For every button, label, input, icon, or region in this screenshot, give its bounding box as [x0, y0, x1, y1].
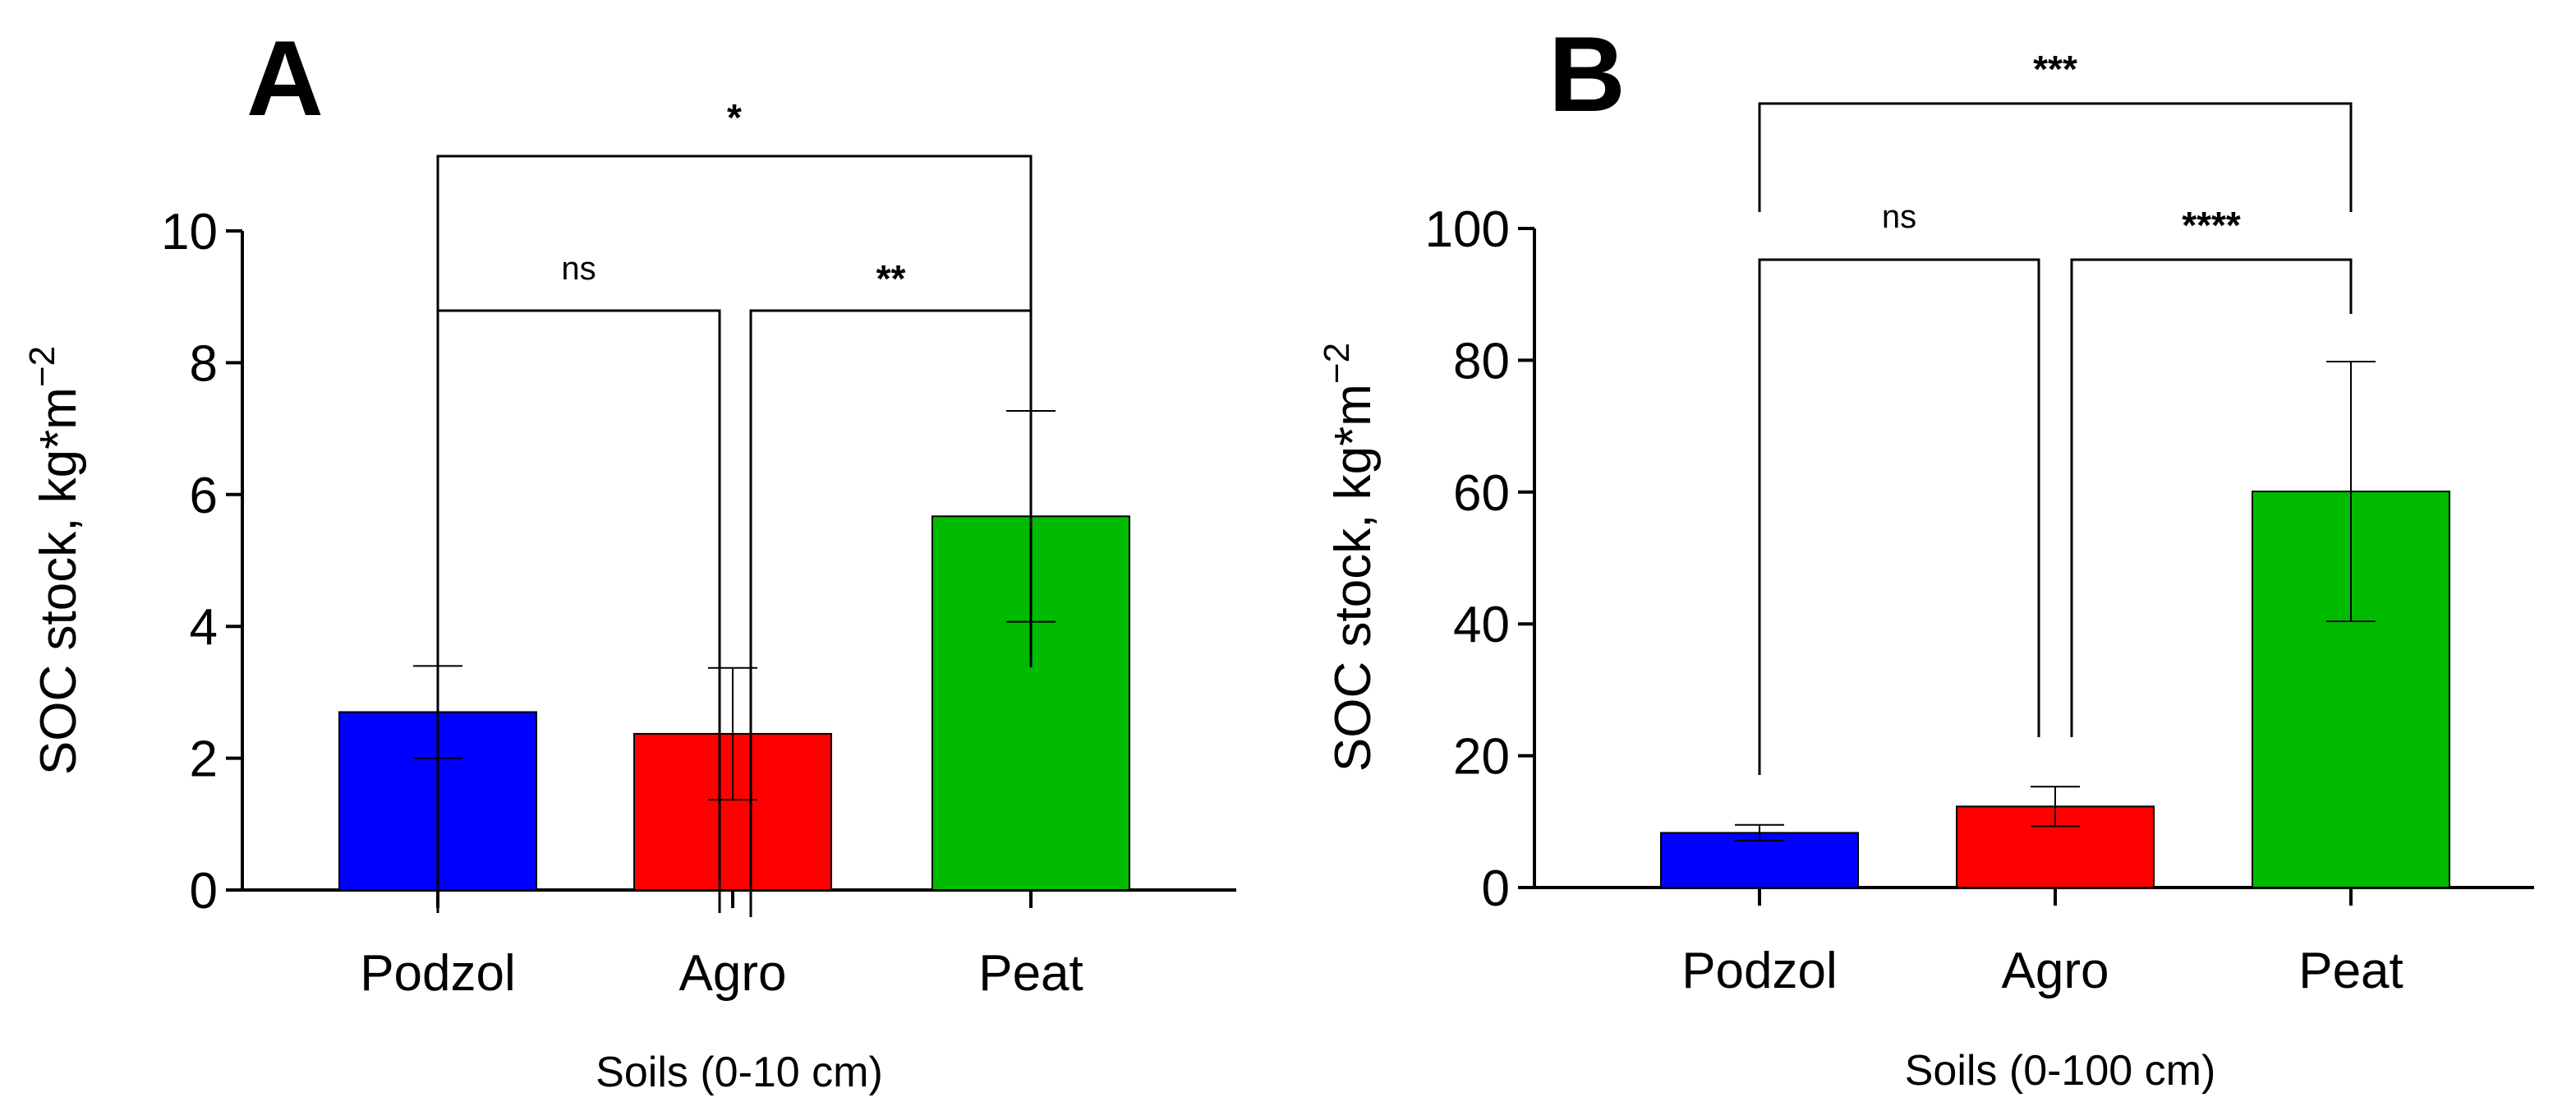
panel-a-significance-bracket: [436, 154, 1033, 513]
panel-a-x-axis-title: Soils (0-10 cm): [596, 1049, 883, 1096]
panel-a-category-label: Peat: [978, 945, 1083, 1002]
panel-b-x-axis-title: Soils (0-100 cm): [1905, 1047, 2216, 1095]
panel-b-significance-bracket: [1758, 102, 2353, 212]
panel-a-category-label: Agro: [679, 945, 787, 1002]
panel-b-y-tick-label: 80: [1453, 333, 1510, 390]
panel-a: A 0 2 4 6 8 10 Podzol Agro Peat Soils (0-10 cm) SO…: [22, 18, 1236, 1096]
panel-b-y-axis-title-main: SOC stock, kg*m: [1325, 384, 1382, 772]
panel-b-category-label: Peat: [2298, 943, 2404, 999]
panel-b-y-axis-title: SOC stock, kg*m−2: [1317, 343, 1382, 772]
panel-b-significance-bracket: [2070, 258, 2353, 737]
panel-b-y-tick-label: 20: [1453, 729, 1510, 786]
panel-a-y-axis-title-superscript: −2: [22, 346, 62, 387]
panel-a-significance-label: ns: [561, 251, 596, 287]
panel-b-significance-label: ***: [2033, 48, 2077, 90]
panel-b-category-label: Agro: [2002, 943, 2109, 999]
panel-b-y-tick-label: 60: [1453, 465, 1510, 522]
panel-a-y-tick-label: 8: [190, 335, 218, 392]
panel-b-significance-label: ns: [1882, 199, 1916, 235]
panel-a-y-tick-label: 10: [161, 204, 218, 261]
panel-a-significance-label: **: [876, 257, 906, 300]
panel-b: B 0 20 40 60 80 100 Podzol Agro Peat Soils (0-100…: [1317, 14, 2534, 1095]
panel-b-y-tick-label: 0: [1482, 860, 1510, 917]
panel-b-y-axis-title-superscript: −2: [1317, 343, 1357, 384]
panel-b-category-label: Podzol: [1681, 943, 1838, 999]
panel-a-category-label: Podzol: [360, 945, 516, 1002]
panel-b-letter: B: [1548, 14, 1626, 134]
panel-b-significance-label: ****: [2182, 204, 2241, 247]
panel-a-y-tick-label: 4: [190, 599, 218, 656]
panel-b-y-tick-label: 40: [1453, 597, 1510, 653]
panel-b-y-tick-label: 100: [1425, 201, 1510, 258]
panel-a-significance-bracket: [436, 309, 721, 913]
panel-a-y-tick-label: 6: [190, 468, 218, 524]
panel-a-y-tick-label: 2: [190, 731, 218, 788]
panel-b-significance-bracket: [1758, 258, 2040, 775]
panel-a-y-tick-label: 0: [190, 863, 218, 920]
panel-a-significance-label: *: [727, 96, 742, 139]
panel-a-y-axis-title: SOC stock, kg*m−2: [22, 346, 87, 775]
panel-a-letter: A: [246, 18, 324, 138]
panel-a-y-axis-title-main: SOC stock, kg*m: [30, 387, 87, 775]
